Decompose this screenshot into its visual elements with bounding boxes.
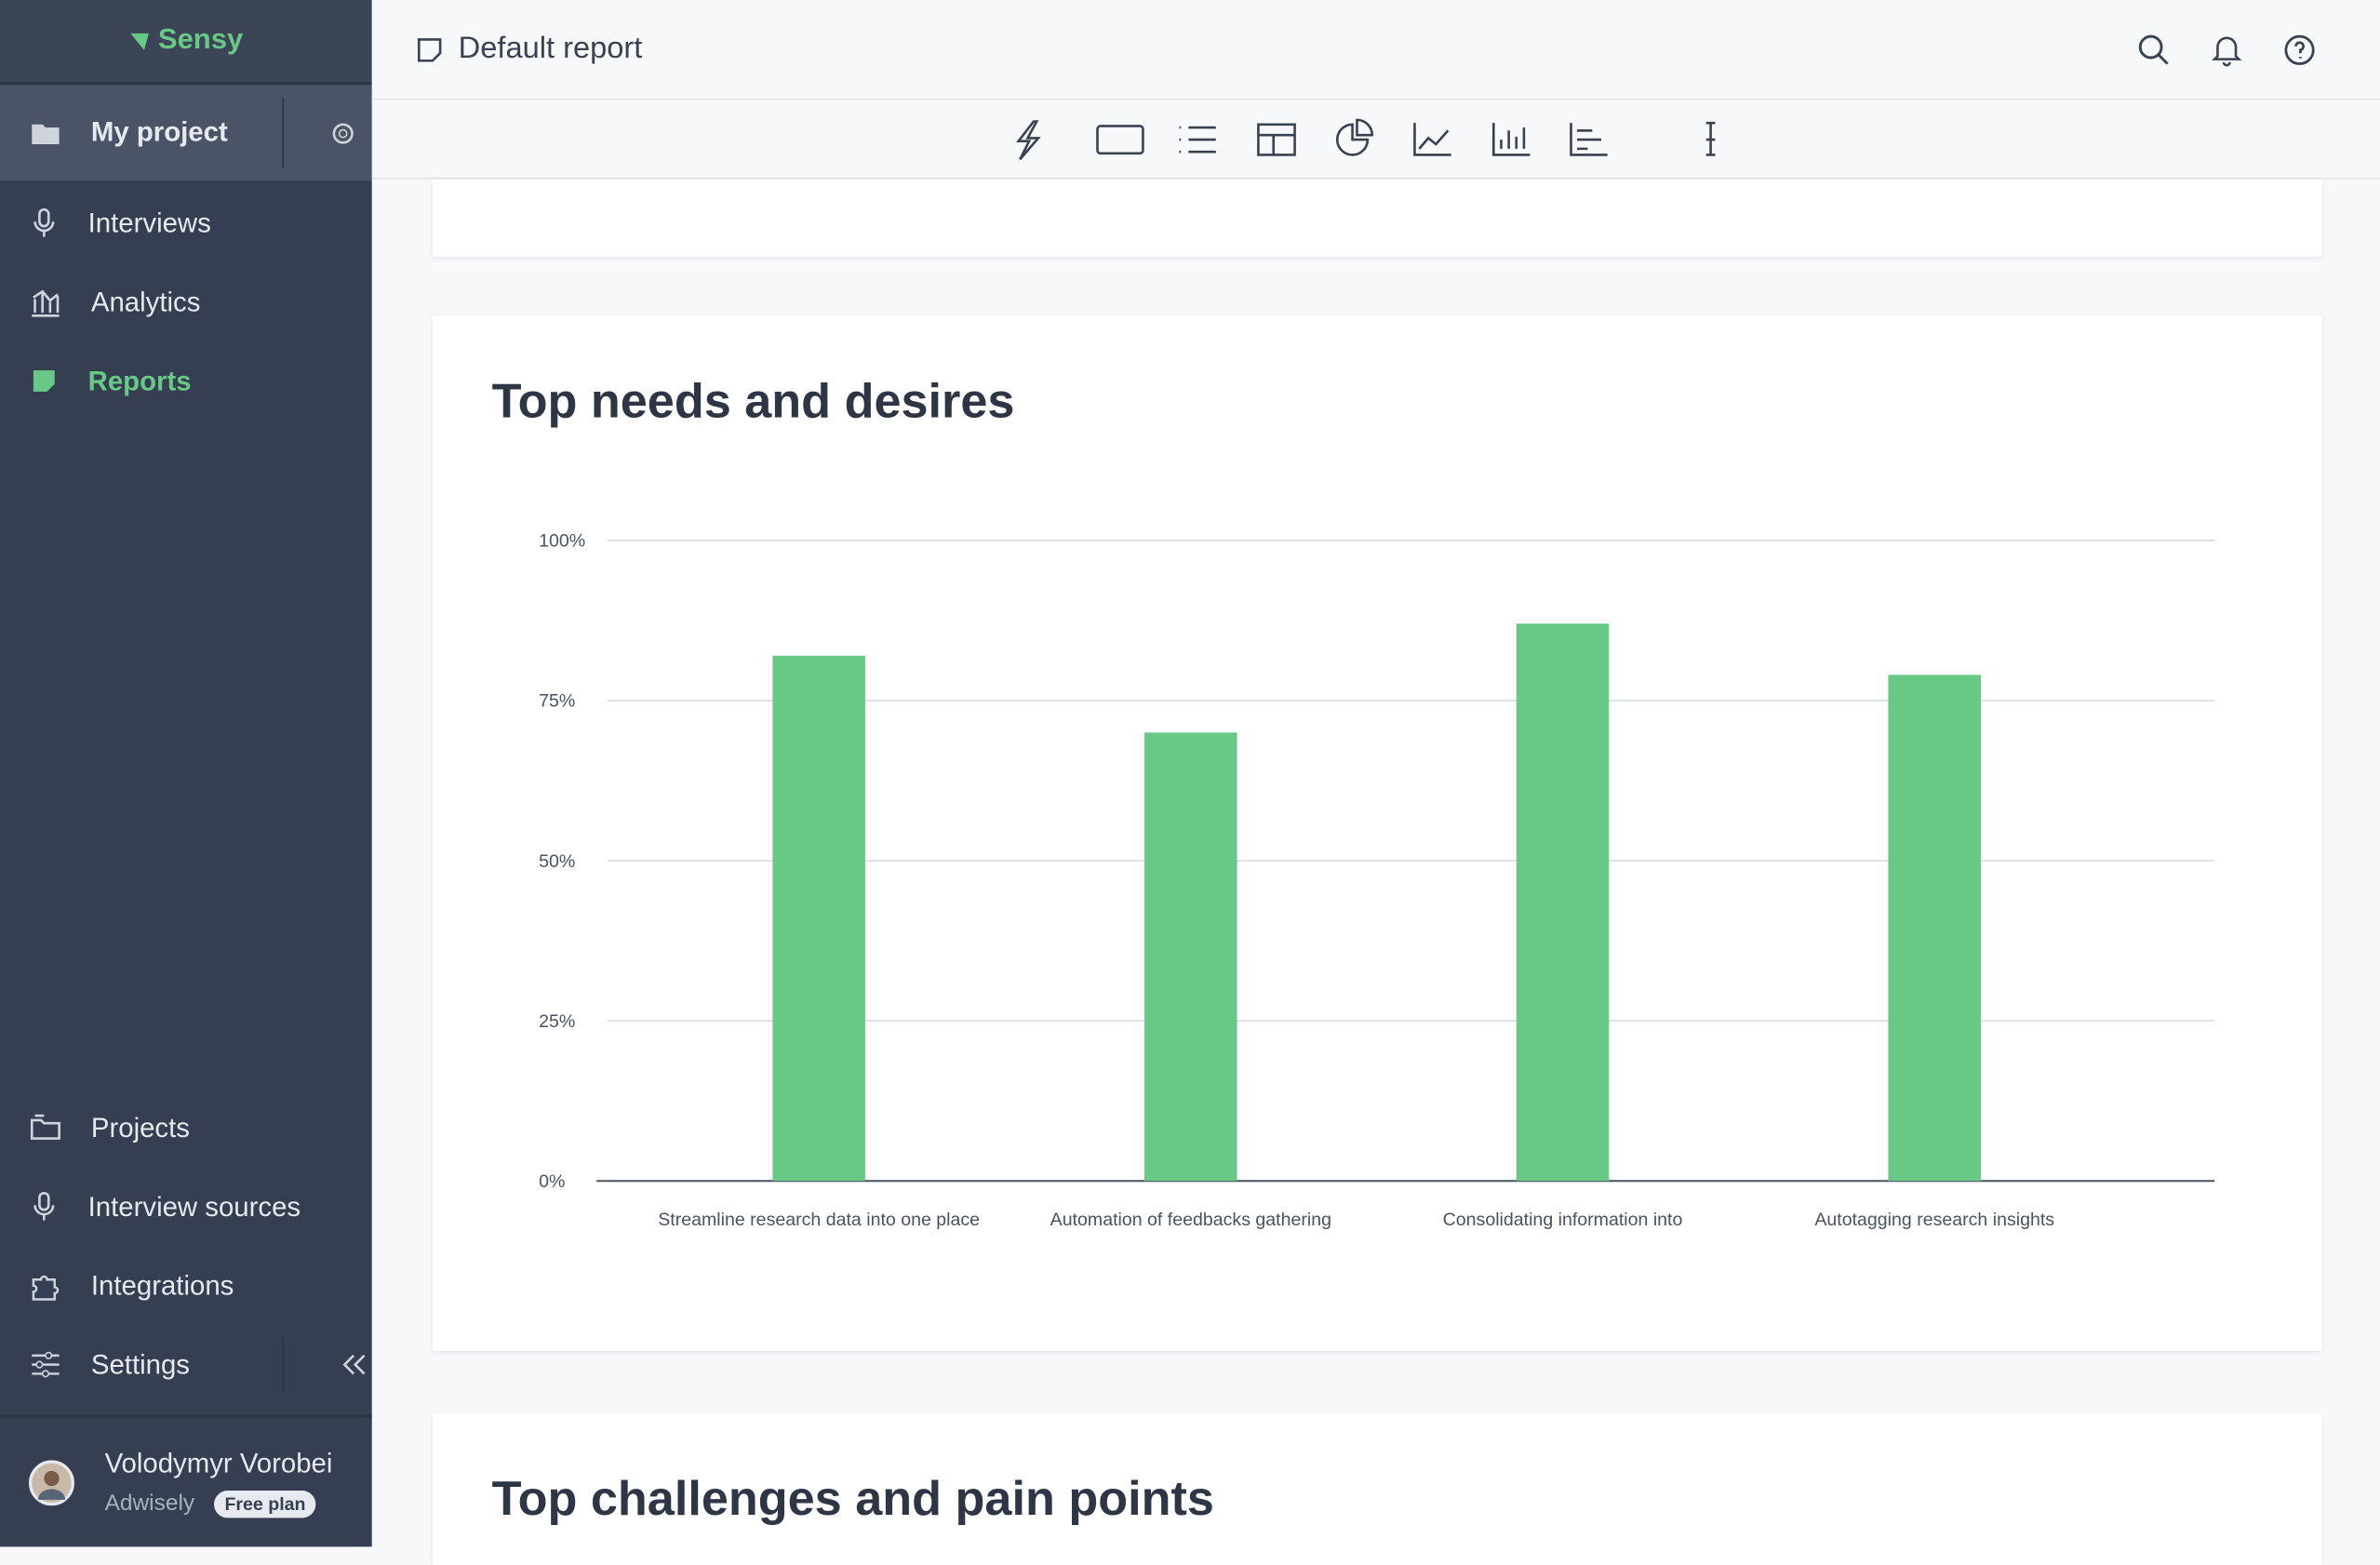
folder-icon	[32, 123, 60, 144]
user-name: Volodymyr Vorobei	[104, 1448, 333, 1478]
text-tool[interactable]	[1705, 121, 1716, 156]
chart-card: Top needs and desires 0% 25% 50% 75% 100% Str…	[432, 315, 2323, 1351]
nav-item[interactable]: Interviews	[0, 183, 372, 262]
previous-card	[432, 179, 2323, 257]
line-tool[interactable]	[1413, 123, 1451, 156]
brand-name: Sensy	[157, 24, 244, 57]
bar	[772, 655, 865, 1182]
y-tick-label: 50%	[539, 851, 575, 872]
bar-tool[interactable]	[1491, 123, 1531, 156]
bar	[1888, 675, 1981, 1182]
mic-icon	[33, 1191, 55, 1221]
help-icon[interactable]	[2283, 33, 2317, 66]
reports-icon	[33, 370, 55, 392]
nav-item[interactable]: Settings	[0, 1325, 372, 1404]
user-panel[interactable]: Volodymyr Vorobei Adwisely Free plan	[0, 1414, 372, 1549]
x-tick-label: Automation of feedbacks gathering	[1050, 1210, 1331, 1230]
nav-label: Analytics	[90, 286, 201, 317]
nav-item[interactable]: Reports	[0, 341, 372, 421]
header: Default report	[371, 0, 2380, 100]
y-tick-label: 75%	[539, 691, 575, 712]
number-tool[interactable]	[1096, 125, 1144, 155]
y-tick-label: 100%	[539, 531, 585, 552]
chart-title: Top needs and desires	[491, 373, 1015, 429]
bar	[1516, 623, 1610, 1182]
y-tick-label: 0%	[539, 1171, 565, 1192]
next-card: Top challenges and pain points	[432, 1412, 2323, 1565]
user-company: Adwisely	[104, 1491, 195, 1517]
brand[interactable]: Sensy	[0, 0, 372, 86]
search-icon[interactable]	[2137, 33, 2171, 66]
nav-item[interactable]: Projects	[0, 1089, 372, 1168]
x-tick-label: Autotagging research insights	[1814, 1210, 2054, 1230]
nav-item[interactable]: Interview sources	[0, 1168, 372, 1247]
nav-label: Projects	[90, 1112, 190, 1143]
section-title: Top challenges and pain points	[491, 1470, 1214, 1526]
hbar-tool[interactable]	[1570, 123, 1608, 156]
report-icon	[417, 37, 442, 61]
x-tick-label: Consolidating information into	[1443, 1210, 1683, 1230]
project-name: My project	[90, 116, 228, 148]
plan-badge: Free plan	[214, 1491, 316, 1518]
puzzle-icon	[32, 1275, 60, 1301]
collapse-icon[interactable]	[340, 1353, 370, 1377]
list-tool[interactable]	[1179, 126, 1216, 154]
projects-icon	[30, 1114, 60, 1140]
nav-label: Reports	[87, 365, 192, 395]
analytics-icon	[32, 289, 60, 317]
bell-icon[interactable]	[2212, 33, 2242, 66]
toolbar-icons	[1016, 118, 1716, 161]
sidebar: Sensy My project Interviews Analytics Re…	[0, 0, 372, 1549]
nav-label: Interview sources	[87, 1190, 301, 1222]
sliders-icon	[32, 1351, 60, 1378]
mic-icon	[33, 207, 55, 237]
y-tick-label: 25%	[539, 1011, 575, 1032]
chart: 0% 25% 50% 75% 100% Streamline research data …	[539, 531, 2215, 1230]
nav-item[interactable]: Analytics	[0, 262, 372, 341]
nav-label: Interviews	[87, 207, 211, 238]
avatar	[28, 1460, 74, 1506]
pie-tool[interactable]	[1335, 118, 1374, 156]
ai-tool[interactable]	[1016, 120, 1041, 161]
nav-label: Settings	[90, 1348, 191, 1380]
settings-icon[interactable]	[328, 117, 358, 148]
x-tick-label: Streamline research data into one place	[658, 1210, 980, 1230]
logo	[130, 33, 149, 50]
table-tool[interactable]	[1257, 123, 1296, 156]
bar	[1144, 732, 1237, 1182]
bottom-nav: Projects Interview sources Integrations …	[0, 1089, 372, 1404]
nav-item[interactable]: Integrations	[0, 1246, 372, 1325]
toolbar	[371, 100, 2380, 180]
project-row[interactable]: My project	[0, 85, 372, 181]
nav-label: Integrations	[90, 1269, 234, 1301]
report-title[interactable]: Default report	[458, 32, 643, 66]
